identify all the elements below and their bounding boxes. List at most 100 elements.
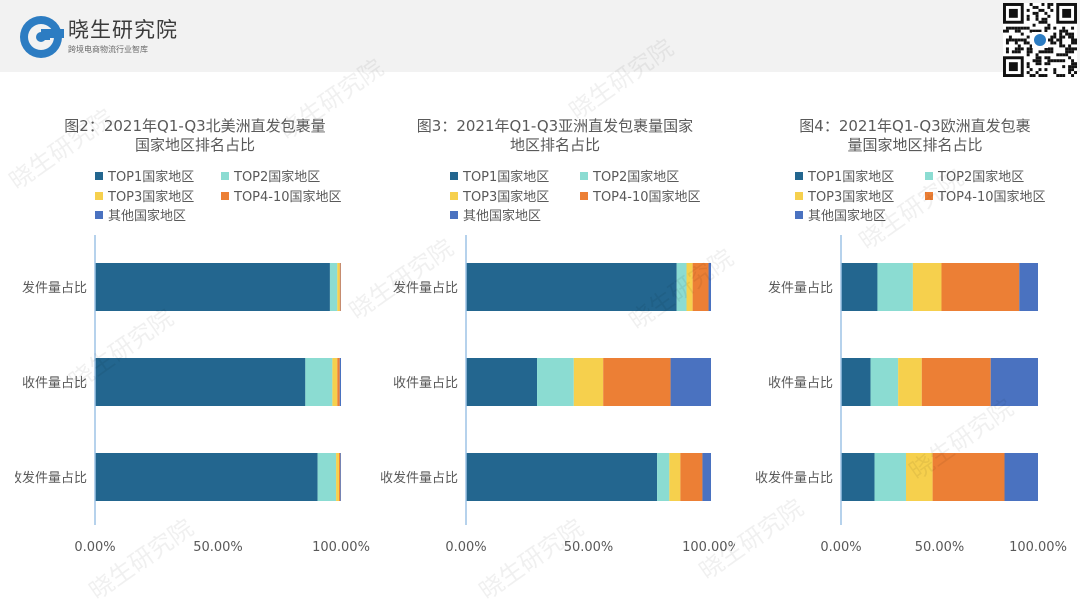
qr-code-icon — [1003, 3, 1077, 77]
bar-segment — [573, 358, 604, 406]
bar-segment — [337, 263, 340, 311]
legend-swatch — [925, 191, 933, 200]
chart-asia: 图3：2021年Q1-Q3亚洲直发包裹量国家 地区排名占比 TOP1国家地区 TOP2… — [375, 115, 735, 565]
legend-item: TOP4-10国家地区 — [221, 186, 342, 205]
chart-title-line: 图4：2021年Q1-Q3欧洲直发包裹 — [799, 117, 1031, 135]
legend-item: 其他国家地区 — [795, 205, 886, 224]
bar-segment — [877, 263, 913, 311]
x-tick-label: 100.00% — [682, 540, 735, 555]
legend-item: TOP2国家地区 — [925, 166, 1024, 185]
x-tick-label: 50.00% — [193, 540, 243, 555]
legend-label: 其他国家地区 — [108, 209, 187, 224]
bar-segment — [692, 263, 709, 311]
legend-swatch — [925, 172, 933, 180]
legend-swatch — [95, 172, 103, 180]
bar-segment — [339, 453, 341, 501]
legend-label: TOP4-10国家地区 — [593, 189, 701, 205]
legend-item: TOP4-10国家地区 — [925, 186, 1046, 205]
legend-label: TOP4-10国家地区 — [938, 189, 1046, 205]
bar-segment — [329, 263, 338, 311]
legend-label: 其他国家地区 — [463, 209, 542, 224]
category-label: 收发件量占比 — [380, 470, 458, 486]
x-tick-label: 0.00% — [820, 540, 861, 555]
bar-segment — [912, 263, 942, 311]
category-label: 发件量占比 — [393, 280, 458, 296]
bar-segment — [95, 453, 318, 501]
bar-segment — [466, 358, 538, 406]
x-tick-label: 100.00% — [1009, 540, 1067, 555]
bar-segment — [932, 453, 1005, 501]
category-label: 收发件量占比 — [755, 470, 833, 486]
bar-segment — [898, 358, 922, 406]
bar-segment — [339, 358, 341, 406]
legend-item: TOP1国家地区 — [95, 166, 194, 185]
bar-segment — [669, 453, 681, 501]
legend-swatch — [580, 191, 588, 200]
bar-segment — [990, 358, 1038, 406]
legend-item: TOP3国家地区 — [450, 186, 549, 205]
category-label: 收件量占比 — [22, 376, 87, 391]
chart-title-line: 国家地区排名占比 — [134, 136, 255, 154]
chart-title: 图4：2021年Q1-Q3欧洲直发包裹 量国家地区排名占比 — [745, 117, 1080, 155]
x-tick-label: 0.00% — [445, 540, 486, 555]
legend-swatch — [95, 211, 103, 219]
legend-label: TOP1国家地区 — [808, 170, 895, 185]
category-label: 发件量占比 — [22, 280, 87, 296]
bar-segment — [603, 358, 671, 406]
bar-segment — [686, 263, 693, 311]
bar-segment — [466, 263, 677, 311]
chart-title-line: 量国家地区排名占比 — [847, 136, 983, 154]
chart-europe: 图4：2021年Q1-Q3欧洲直发包裹 量国家地区排名占比 TOP1国家地区 TOP2… — [735, 115, 1080, 565]
brand-logo-icon — [20, 16, 64, 58]
legend-swatch — [795, 172, 803, 180]
bar-segment — [921, 358, 991, 406]
bar-segment — [95, 358, 306, 406]
legend-swatch — [95, 191, 103, 200]
legend-label: TOP3国家地区 — [808, 189, 895, 205]
bar-segment — [340, 453, 341, 501]
brand-tagline: 跨境电商物流行业智库 — [68, 45, 148, 54]
header-bar: 晓生研究院 跨境电商物流行业智库 — [0, 0, 1080, 77]
legend-label: TOP3国家地区 — [463, 189, 550, 205]
x-tick-label: 0.00% — [74, 540, 115, 555]
bar-segment — [657, 453, 670, 501]
bar-segment — [874, 453, 907, 501]
legend-item: TOP2国家地区 — [221, 166, 320, 185]
legend-label: TOP2国家地区 — [593, 170, 680, 185]
bar-segment — [317, 453, 337, 501]
chart-title: 图3：2021年Q1-Q3亚洲直发包裹量国家 地区排名占比 — [385, 117, 725, 155]
legend-item: 其他国家地区 — [95, 205, 186, 224]
legend-item: TOP2国家地区 — [580, 166, 679, 185]
category-label: 发件量占比 — [768, 280, 833, 296]
legend-label: TOP3国家地区 — [108, 189, 195, 205]
bar-segment — [676, 263, 687, 311]
legend-swatch — [450, 172, 458, 180]
category-label: 收件量占比 — [393, 376, 458, 391]
bar-segment — [95, 263, 330, 311]
bar-segment — [537, 358, 574, 406]
category-label: 收件量占比 — [768, 376, 833, 391]
legend-swatch — [580, 172, 588, 180]
x-tick-label: 100.00% — [312, 540, 370, 555]
chart-north-america: 图2：2021年Q1-Q3北美洲直发包裹量 国家地区排名占比 TOP1国家地区 TOP… — [15, 115, 375, 565]
bar-segment — [870, 358, 899, 406]
chart-title-line: 地区排名占比 — [509, 136, 600, 154]
chart-title-line: 图2：2021年Q1-Q3北美洲直发包裹量 — [64, 117, 326, 135]
chart-title-line: 图3：2021年Q1-Q3亚洲直发包裹量国家 — [416, 117, 694, 135]
bar-segment — [1004, 453, 1038, 501]
brand-name: 晓生研究院 — [68, 18, 178, 42]
bar-segment — [841, 358, 871, 406]
bar-segment — [906, 453, 933, 501]
legend-item: TOP3国家地区 — [795, 186, 894, 205]
legend-swatch — [221, 172, 229, 180]
legend-item: 其他国家地区 — [450, 205, 541, 224]
chart-title: 图2：2021年Q1-Q3北美洲直发包裹量 国家地区排名占比 — [25, 117, 365, 155]
bar-segment — [305, 358, 333, 406]
bar-segment — [841, 263, 878, 311]
bar-segment — [841, 453, 875, 501]
legend-item: TOP1国家地区 — [450, 166, 549, 185]
bar-segment — [332, 358, 338, 406]
bar-segment — [670, 358, 711, 406]
